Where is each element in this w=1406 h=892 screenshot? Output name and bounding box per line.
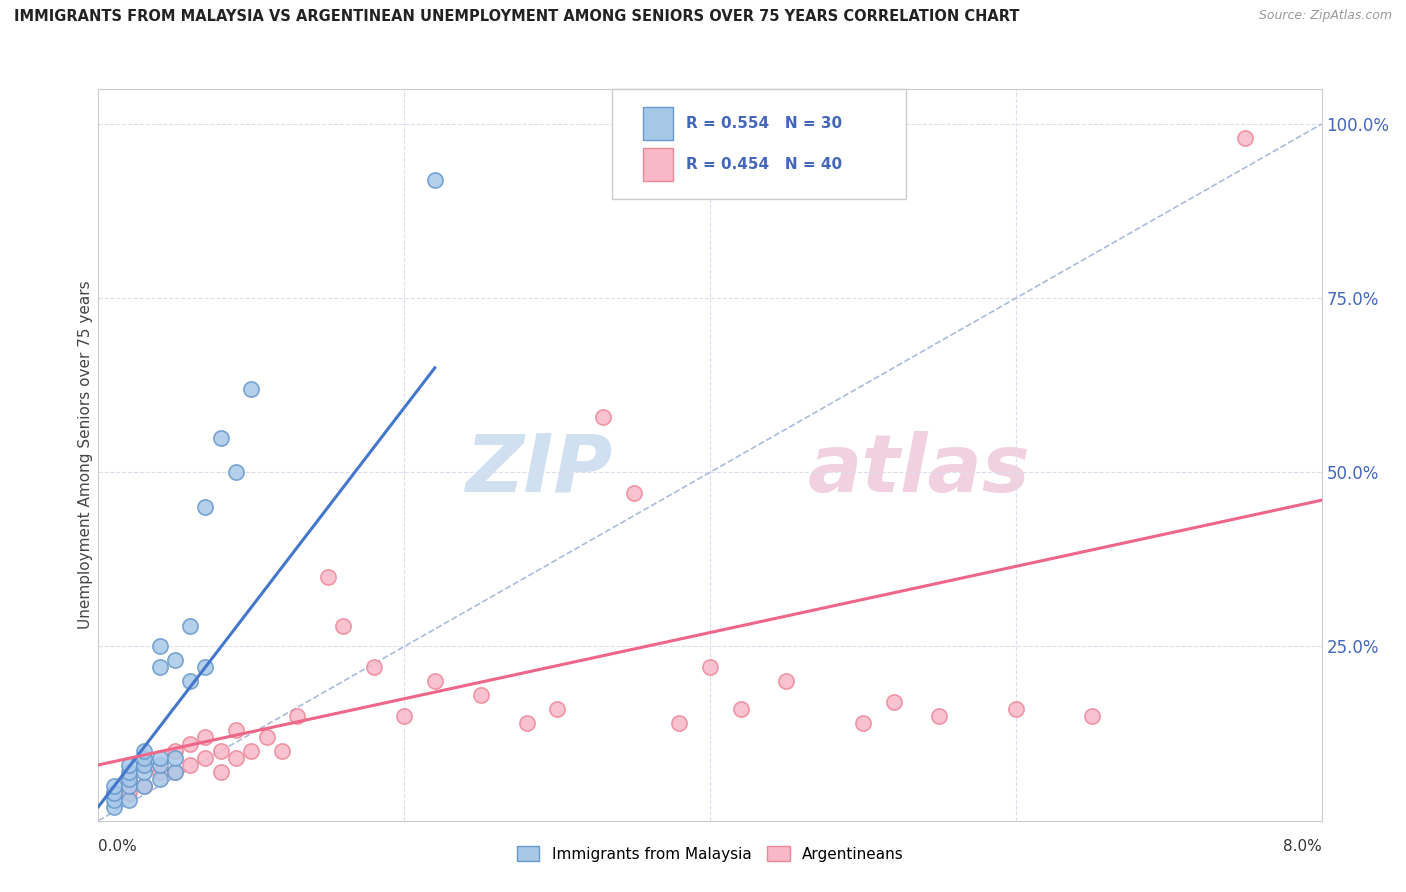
- Point: [103, 793, 125, 807]
- Point: [118, 779, 141, 793]
- FancyBboxPatch shape: [643, 108, 673, 140]
- Point: [194, 730, 217, 744]
- Point: [118, 758, 141, 772]
- Point: [392, 709, 416, 723]
- Point: [118, 786, 141, 800]
- Point: [546, 702, 568, 716]
- Point: [423, 674, 446, 689]
- Point: [134, 764, 156, 779]
- Point: [852, 716, 875, 731]
- Point: [149, 660, 172, 674]
- Point: [134, 758, 156, 772]
- Point: [209, 764, 232, 779]
- Point: [270, 744, 294, 758]
- Point: [118, 772, 141, 786]
- Point: [103, 799, 125, 814]
- Point: [179, 737, 201, 751]
- Point: [149, 751, 172, 765]
- Text: R = 0.554   N = 30: R = 0.554 N = 30: [686, 117, 842, 131]
- Point: [1234, 131, 1257, 145]
- Point: [163, 764, 186, 779]
- Point: [179, 618, 201, 632]
- Point: [316, 570, 339, 584]
- Text: IMMIGRANTS FROM MALAYSIA VS ARGENTINEAN UNEMPLOYMENT AMONG SENIORS OVER 75 YEARS: IMMIGRANTS FROM MALAYSIA VS ARGENTINEAN …: [14, 9, 1019, 24]
- Point: [103, 779, 125, 793]
- Point: [332, 618, 354, 632]
- Point: [1081, 709, 1104, 723]
- Point: [668, 716, 690, 731]
- Point: [134, 751, 156, 765]
- Point: [134, 779, 156, 793]
- Text: 0.0%: 0.0%: [98, 838, 138, 854]
- Point: [225, 466, 247, 480]
- Point: [730, 702, 752, 716]
- Point: [225, 723, 247, 737]
- Point: [149, 772, 172, 786]
- Point: [883, 695, 905, 709]
- Point: [118, 793, 141, 807]
- Point: [194, 500, 217, 515]
- Point: [179, 674, 201, 689]
- Point: [592, 409, 614, 424]
- Point: [209, 744, 232, 758]
- Text: atlas: atlas: [808, 431, 1031, 508]
- Point: [134, 779, 156, 793]
- Point: [699, 660, 721, 674]
- Point: [163, 744, 186, 758]
- Point: [134, 758, 156, 772]
- Point: [134, 744, 156, 758]
- FancyBboxPatch shape: [643, 148, 673, 180]
- Point: [149, 758, 172, 772]
- Text: Source: ZipAtlas.com: Source: ZipAtlas.com: [1258, 9, 1392, 22]
- Point: [285, 709, 308, 723]
- Point: [470, 688, 492, 702]
- Point: [103, 786, 125, 800]
- FancyBboxPatch shape: [612, 89, 905, 199]
- Y-axis label: Unemployment Among Seniors over 75 years: Unemployment Among Seniors over 75 years: [77, 281, 93, 629]
- Point: [163, 653, 186, 667]
- Point: [240, 744, 263, 758]
- Point: [225, 751, 247, 765]
- Point: [240, 382, 263, 396]
- Point: [149, 764, 172, 779]
- Point: [209, 430, 232, 444]
- Point: [118, 772, 141, 786]
- Point: [103, 786, 125, 800]
- Point: [363, 660, 385, 674]
- Point: [928, 709, 950, 723]
- Point: [194, 660, 217, 674]
- Legend: Immigrants from Malaysia, Argentineans: Immigrants from Malaysia, Argentineans: [510, 839, 910, 868]
- Point: [516, 716, 538, 731]
- Point: [194, 751, 217, 765]
- Point: [179, 758, 201, 772]
- Point: [163, 764, 186, 779]
- Point: [149, 640, 172, 654]
- Point: [163, 751, 186, 765]
- Point: [775, 674, 797, 689]
- Text: R = 0.454   N = 40: R = 0.454 N = 40: [686, 157, 842, 171]
- Text: 8.0%: 8.0%: [1282, 838, 1322, 854]
- Point: [1004, 702, 1026, 716]
- Text: ZIP: ZIP: [465, 431, 612, 508]
- Point: [423, 173, 446, 187]
- Point: [623, 486, 645, 500]
- Point: [118, 764, 141, 779]
- Point: [256, 730, 278, 744]
